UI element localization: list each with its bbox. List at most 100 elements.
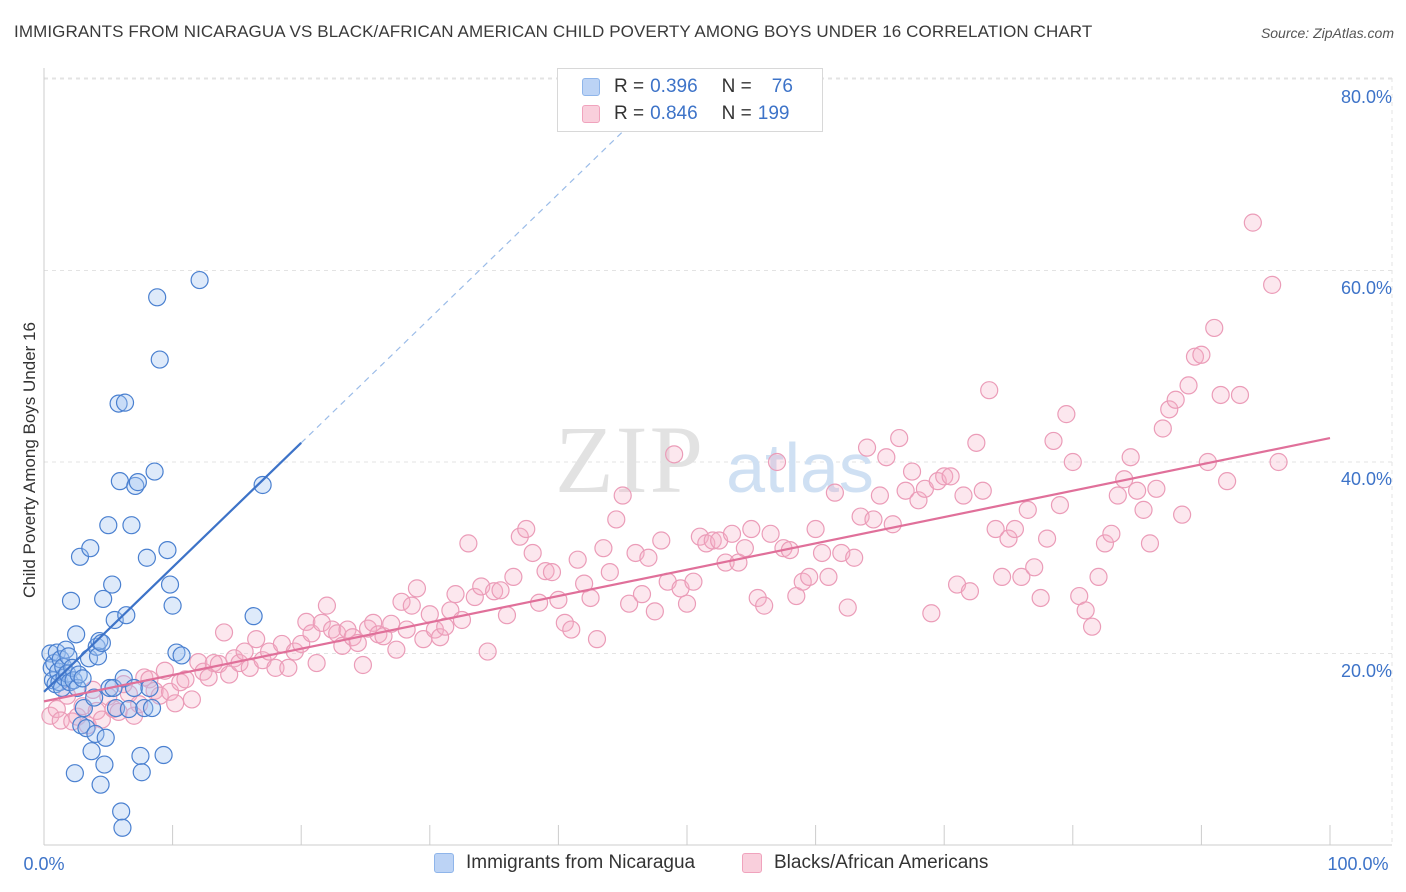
blue-point-52 bbox=[115, 393, 135, 412]
blue-point-69 bbox=[158, 540, 177, 560]
pink-point-132 bbox=[812, 543, 832, 563]
pink-point-131 bbox=[806, 519, 825, 539]
pink-point-24 bbox=[166, 694, 185, 713]
pink-point-97 bbox=[587, 630, 607, 649]
pink-point-101 bbox=[613, 486, 632, 505]
blue-point-41 bbox=[99, 516, 118, 535]
pink-point-177 bbox=[1102, 524, 1121, 543]
pink-point-64 bbox=[387, 640, 406, 659]
pink-point-178 bbox=[1108, 486, 1127, 505]
blue-point-0 bbox=[41, 644, 60, 663]
legend-swatch-pink bbox=[582, 105, 600, 123]
pink-point-144 bbox=[890, 428, 909, 448]
pink-point-139 bbox=[857, 438, 877, 457]
pink-point-68 bbox=[407, 579, 427, 598]
pink-point-90 bbox=[542, 563, 562, 582]
bottom-legend-item-blue: Immigrants from Nicaragua bbox=[434, 852, 695, 874]
blue-point-31 bbox=[85, 688, 104, 707]
pink-point-42 bbox=[266, 658, 285, 677]
pink-point-163 bbox=[1012, 567, 1031, 587]
pink-point-158 bbox=[980, 381, 999, 400]
blue-point-43 bbox=[103, 575, 122, 594]
blue-point-54 bbox=[119, 699, 138, 719]
pink-point-168 bbox=[1044, 431, 1063, 451]
y-tick-label-40: 40.0% bbox=[1341, 469, 1392, 489]
blue-point-27 bbox=[77, 719, 96, 738]
pink-point-181 bbox=[1127, 481, 1147, 500]
pink-point-195 bbox=[1218, 472, 1237, 491]
pink-point-94 bbox=[568, 550, 587, 569]
pink-point-171 bbox=[1063, 452, 1082, 472]
pink-point-167 bbox=[1037, 529, 1057, 548]
pink-point-134 bbox=[825, 483, 844, 502]
pink-point-100 bbox=[607, 510, 626, 529]
blue-point-66 bbox=[148, 288, 167, 307]
pink-point-59 bbox=[358, 619, 378, 638]
pink-point-86 bbox=[517, 519, 536, 539]
y-tick-label-20: 20.0% bbox=[1341, 661, 1392, 681]
blue-point-65 bbox=[145, 462, 164, 481]
blue-point-71 bbox=[163, 596, 182, 615]
legend-r-value: 0.846 bbox=[650, 103, 698, 124]
blue-trend-line bbox=[43, 442, 302, 693]
blue-point-59 bbox=[131, 746, 150, 766]
legend-r-label: R = bbox=[614, 103, 645, 124]
pink-point-196 bbox=[1230, 385, 1250, 405]
pink-point-34 bbox=[220, 665, 239, 684]
pink-point-92 bbox=[555, 613, 574, 632]
pink-point-137 bbox=[845, 548, 864, 567]
pink-point-157 bbox=[973, 481, 992, 500]
pink-point-109 bbox=[665, 445, 684, 464]
legend-r-label: R = bbox=[614, 76, 645, 97]
pink-point-176 bbox=[1095, 534, 1115, 553]
blue-point-46 bbox=[106, 698, 126, 718]
pink-point-184 bbox=[1147, 479, 1166, 498]
pink-point-67 bbox=[402, 596, 421, 615]
x-tick-label-100: 100.0% bbox=[1327, 854, 1388, 874]
blue-trend-extension bbox=[300, 131, 624, 444]
pink-point-88 bbox=[530, 593, 549, 612]
pink-point-152 bbox=[941, 467, 960, 486]
pink-point-96 bbox=[581, 588, 600, 608]
blue-point-16 bbox=[61, 591, 81, 610]
y-tick-label-80: 80.0% bbox=[1341, 87, 1392, 107]
pink-point-183 bbox=[1140, 534, 1160, 553]
pink-point-58 bbox=[353, 655, 373, 675]
blue-point-72 bbox=[167, 643, 186, 662]
pink-point-30 bbox=[199, 668, 218, 687]
pink-point-75 bbox=[446, 585, 465, 604]
pink-point-80 bbox=[478, 642, 497, 661]
pink-point-78 bbox=[465, 587, 484, 607]
blue-point-14 bbox=[59, 647, 78, 666]
pink-point-112 bbox=[684, 572, 703, 591]
pink-point-156 bbox=[967, 433, 986, 452]
bottom-legend: Immigrants from Nicaragua Blacks/African… bbox=[0, 852, 1406, 878]
pink-point-189 bbox=[1179, 376, 1198, 395]
pink-point-84 bbox=[504, 567, 523, 587]
legend-n-label: N = bbox=[721, 76, 752, 97]
pink-point-111 bbox=[677, 594, 697, 613]
blue-point-50 bbox=[113, 818, 132, 837]
pink-point-107 bbox=[652, 531, 671, 550]
y-axis-label: Child Poverty Among Boys Under 16 bbox=[20, 322, 39, 598]
pink-point-49 bbox=[307, 653, 326, 673]
pink-point-185 bbox=[1153, 419, 1172, 438]
pink-point-99 bbox=[600, 563, 619, 582]
blue-point-62 bbox=[137, 548, 156, 567]
watermark: ZIP atlas bbox=[555, 406, 874, 513]
pink-point-120 bbox=[735, 539, 754, 558]
blue-point-73 bbox=[172, 646, 191, 665]
pink-point-160 bbox=[992, 567, 1012, 587]
pink-point-82 bbox=[491, 581, 510, 600]
pink-point-115 bbox=[703, 531, 722, 550]
pink-point-26 bbox=[176, 670, 195, 689]
pink-point-104 bbox=[632, 585, 652, 604]
pink-point-60 bbox=[364, 613, 383, 632]
pink-point-105 bbox=[639, 548, 658, 567]
pink-point-83 bbox=[497, 606, 517, 625]
pink-point-93 bbox=[562, 620, 581, 639]
pink-point-142 bbox=[877, 448, 896, 467]
pink-trend-line bbox=[43, 436, 1331, 703]
blue-point-24 bbox=[72, 716, 91, 735]
blue-point-19 bbox=[65, 764, 84, 783]
